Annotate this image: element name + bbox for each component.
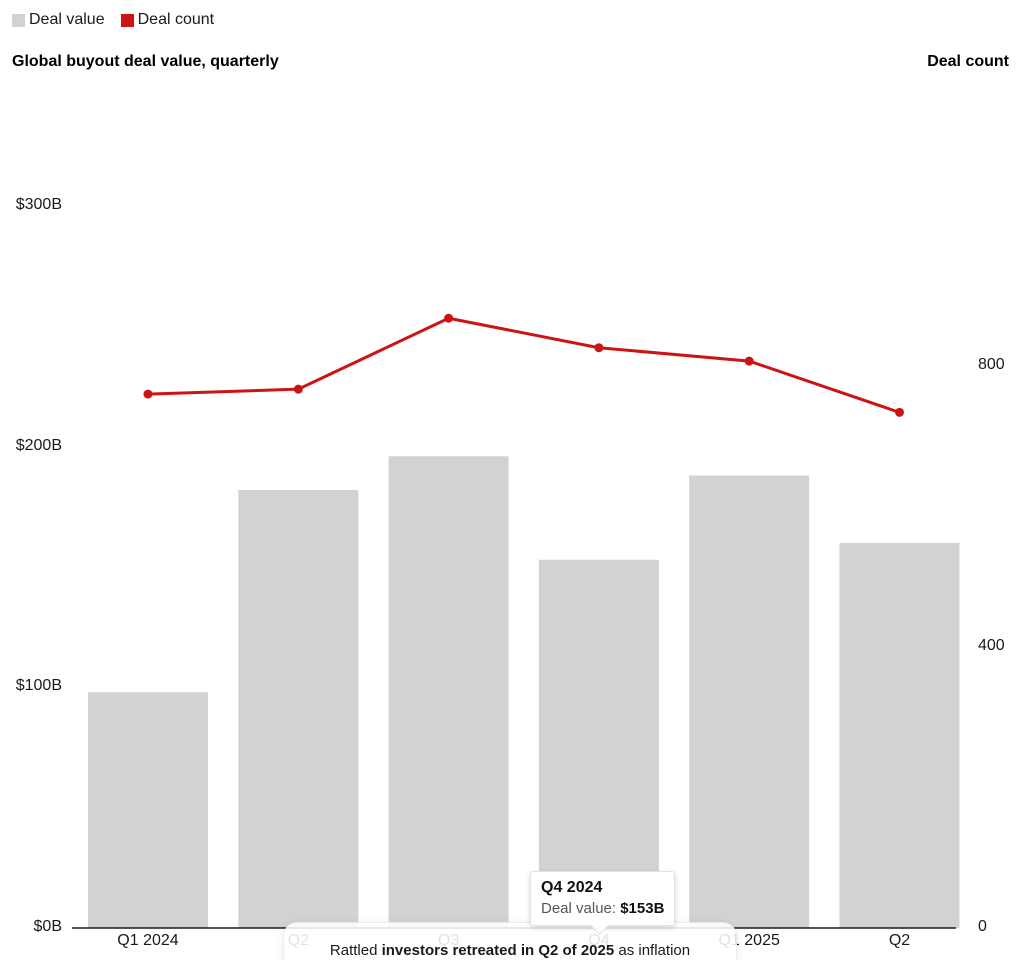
- legend: Deal value Deal count: [12, 11, 214, 29]
- legend-label: Deal value: [29, 11, 105, 28]
- deal-count-line: [147, 316, 900, 414]
- chart-title: Global buyout deal value, quarterly: [12, 53, 279, 70]
- caption-text: as inflation: [614, 942, 691, 959]
- deal-value-bar[interactable]: [238, 489, 359, 928]
- deal-value-bar[interactable]: [388, 456, 509, 928]
- tooltip: Q4 2024 Deal value: $153B: [530, 871, 676, 935]
- legend-item-deal-count[interactable]: Deal count: [120, 11, 215, 29]
- tooltip-label: Deal value:: [541, 899, 617, 917]
- deal-count-point[interactable]: [444, 313, 454, 323]
- tooltip-value: $153B: [620, 899, 665, 917]
- y-axis-label-right: 800: [978, 356, 1005, 373]
- caption-text-bold: investors retreated in Q2 of 2025: [381, 942, 615, 959]
- y-axis-label-left: $0B: [33, 918, 62, 935]
- deal-value-bar[interactable]: [689, 475, 810, 928]
- x-axis-label: Q2: [888, 932, 911, 949]
- deal-value-bar[interactable]: [538, 559, 659, 928]
- deal-value-bar[interactable]: [839, 542, 960, 928]
- y-axis-label-left: $100B: [15, 677, 62, 695]
- tooltip-value-row: Deal value: $153B: [541, 899, 664, 919]
- legend-item-deal-value[interactable]: Deal value: [12, 11, 105, 29]
- deal-count-point[interactable]: [594, 343, 604, 353]
- x-axis-label: Q1 2024: [117, 932, 179, 949]
- deal-count-point[interactable]: [293, 384, 303, 394]
- deal-count-point[interactable]: [143, 389, 153, 399]
- deal-count-swatch-icon: [120, 13, 134, 27]
- deal-count-point[interactable]: [744, 356, 754, 366]
- caption-text: Rattled: [329, 942, 382, 959]
- deal-value-bar[interactable]: [88, 692, 208, 928]
- y-axis-label-left: $200B: [15, 436, 62, 454]
- y-axis-label-left: $300B: [15, 196, 62, 213]
- y-axis-label-right: 0: [978, 918, 987, 935]
- deal-value-swatch-icon: [12, 13, 25, 27]
- deal-count-point[interactable]: [895, 407, 904, 417]
- tooltip-title: Q4 2024: [541, 879, 603, 896]
- y-axis-label-right: 400: [978, 637, 1005, 654]
- annotation-caption: Rattled investors retreated in Q2 of 202…: [283, 922, 737, 960]
- right-axis-title: Deal count: [927, 53, 1009, 70]
- legend-label: Deal count: [137, 11, 215, 28]
